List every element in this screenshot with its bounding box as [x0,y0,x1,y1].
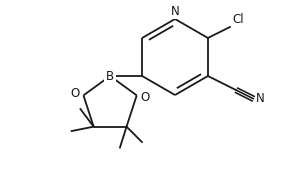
Text: B: B [106,69,114,82]
Text: N: N [171,5,179,18]
Text: Cl: Cl [232,13,244,26]
Text: O: O [70,87,80,100]
Text: N: N [256,93,265,105]
Text: O: O [141,91,150,104]
